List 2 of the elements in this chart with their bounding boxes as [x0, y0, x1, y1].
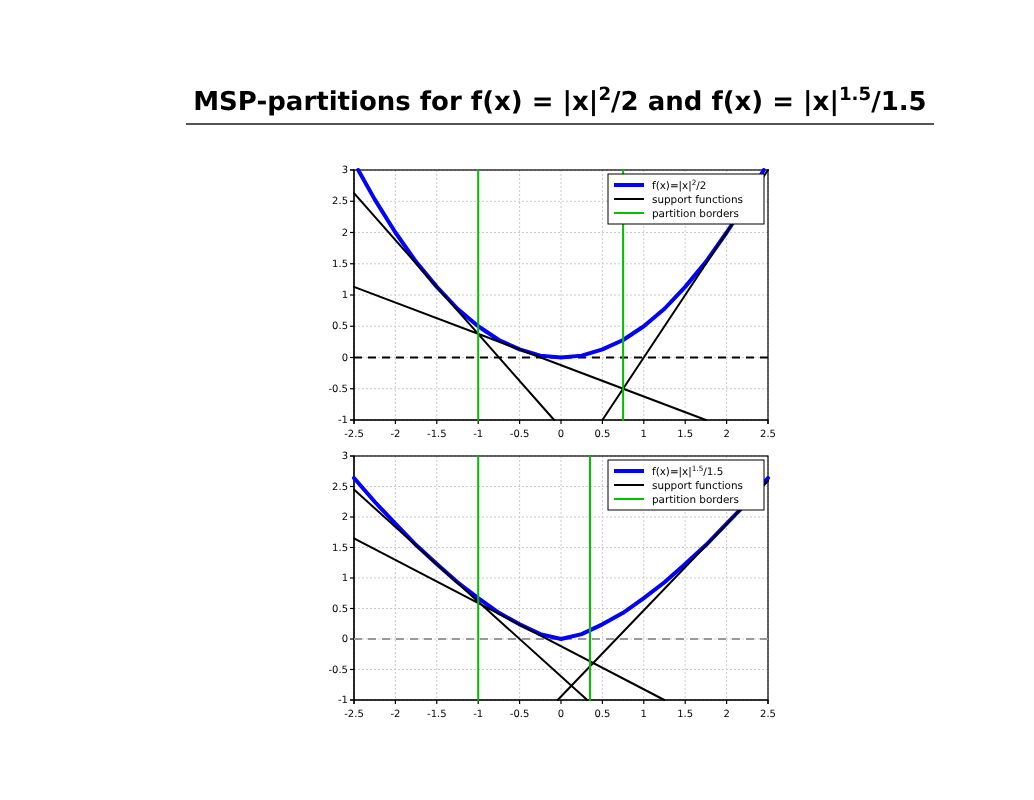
chart-title: MSP-partitions for f(x) = |x|$^{2}$/2 and f(x) = |x|$^{1.5}$/1.5 — [193, 86, 927, 118]
line-series — [352, 475, 770, 641]
